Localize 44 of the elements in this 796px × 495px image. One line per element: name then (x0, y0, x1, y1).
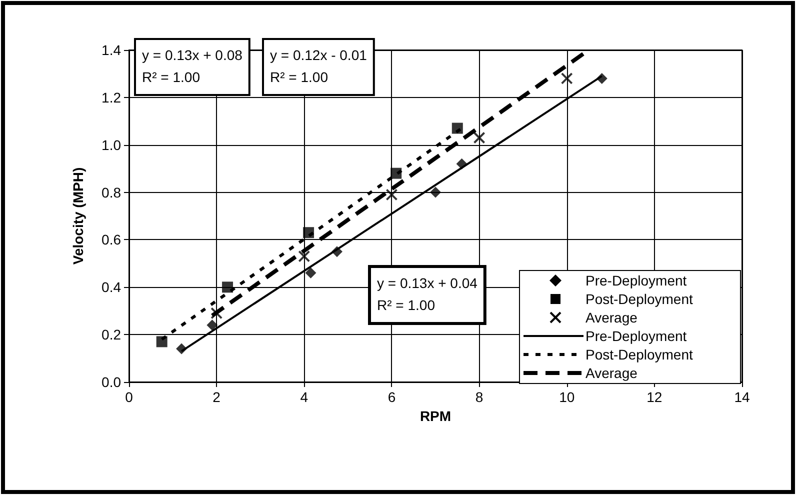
legend-label: Average (586, 365, 638, 381)
point (390, 168, 402, 179)
point (331, 246, 342, 258)
x-tick-label: 10 (559, 389, 575, 405)
point (305, 267, 316, 278)
point (176, 343, 188, 354)
x-tick-label: 14 (734, 389, 750, 405)
y-tick-label: 1.2 (102, 89, 122, 106)
point (386, 188, 398, 201)
point (206, 320, 218, 331)
legend-label: Pre-Deployment (586, 272, 687, 288)
point (210, 307, 223, 320)
point (156, 336, 168, 348)
x-tick-label: 6 (388, 389, 396, 405)
point (452, 122, 463, 134)
legend-label: Post-Deployment (586, 291, 693, 307)
legend-label: Post-Deployment (586, 346, 693, 362)
legend-label: Average (586, 310, 638, 326)
point (473, 132, 486, 144)
y-tick-label: 1.4 (102, 42, 122, 58)
x-tick-label: 2 (212, 389, 221, 405)
x-tick-label: 8 (475, 389, 484, 405)
point (560, 72, 573, 84)
point (298, 250, 310, 262)
x-tick-label: 4 (300, 389, 308, 405)
x-tick-label: 0 (125, 389, 134, 405)
point (596, 72, 608, 84)
annotation: y = 0.13x + 0.04 R² = 1.00 (377, 275, 478, 313)
annotation: y = 0.12x - 0.01 R² = 1.00 (270, 47, 368, 85)
x-axis-title: RPM (420, 408, 452, 424)
y-axis-title: Velocity (MPH) (70, 167, 86, 265)
point (303, 227, 314, 238)
point (222, 282, 234, 293)
point (456, 158, 468, 170)
annotation: y = 0.13x + 0.08 R² = 1.00 (142, 47, 243, 85)
y-tick-label: 0.4 (102, 279, 122, 296)
legend-label: Pre-Deployment (586, 328, 687, 344)
point (430, 186, 441, 198)
y-tick-label: 0.6 (102, 232, 122, 248)
y-tick-label: 1.0 (102, 136, 122, 153)
x-tick-label: 12 (646, 389, 662, 405)
y-tick-label: 0.0 (102, 374, 122, 390)
y-tick-label: 0.8 (102, 184, 122, 200)
y-tick-label: 0.2 (102, 326, 122, 343)
